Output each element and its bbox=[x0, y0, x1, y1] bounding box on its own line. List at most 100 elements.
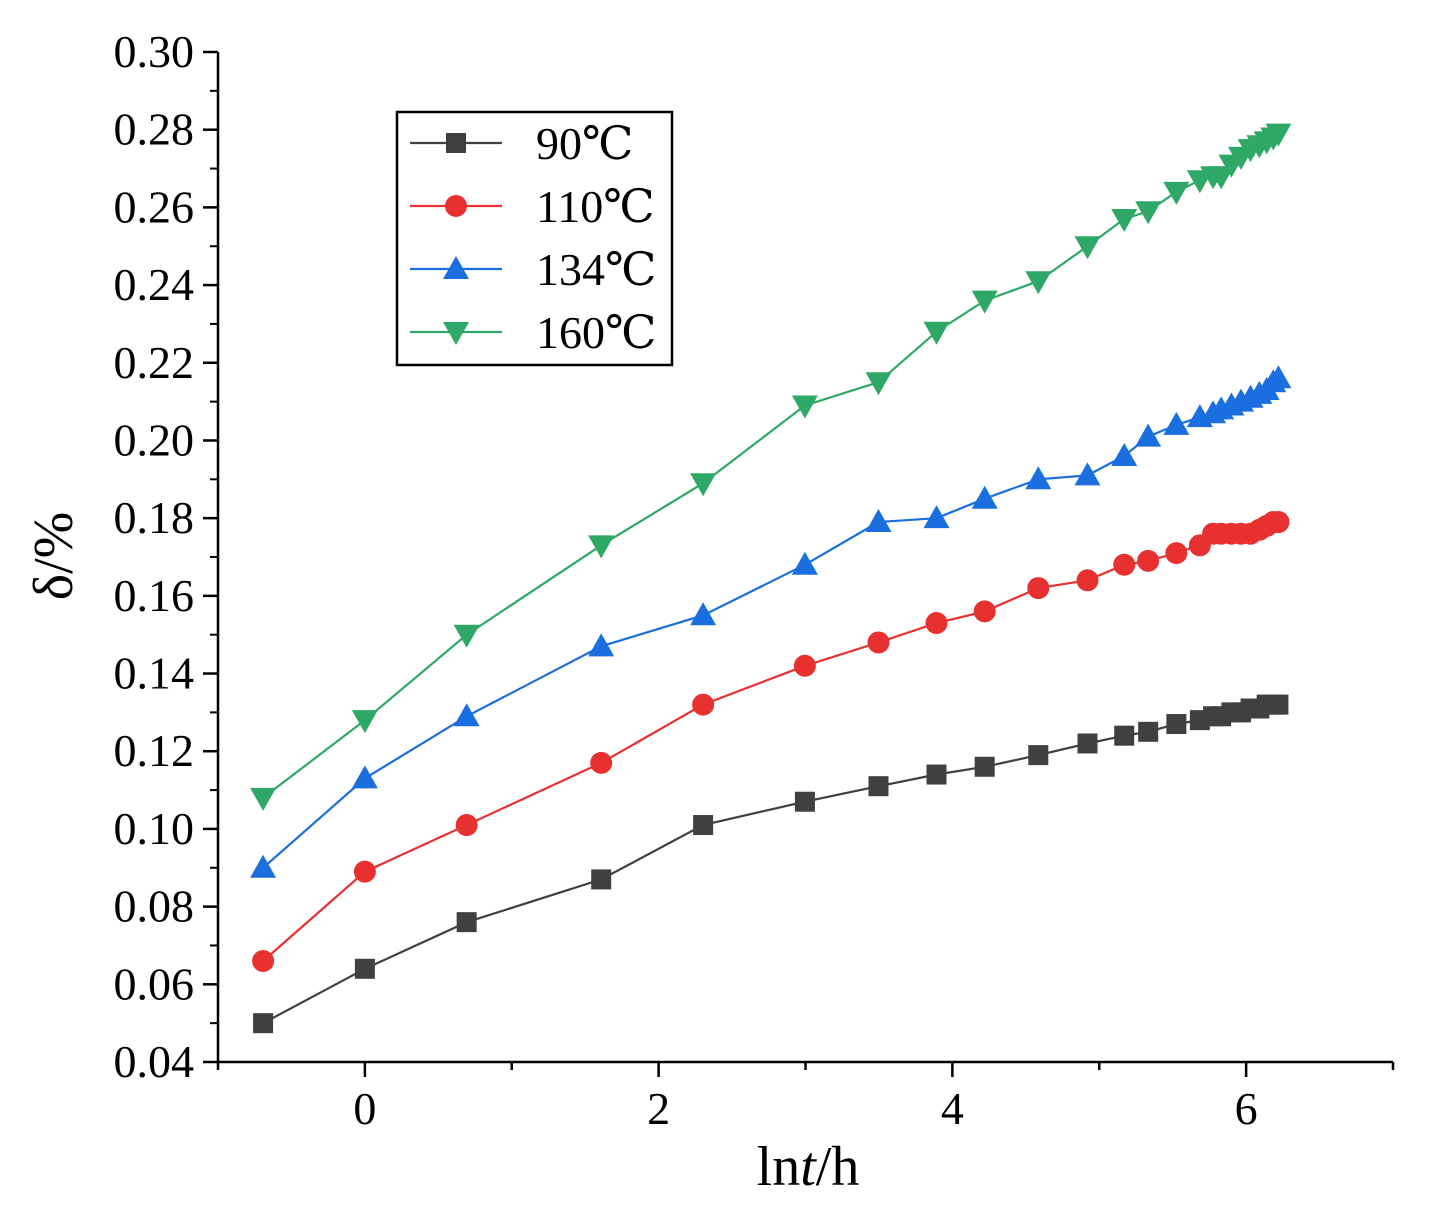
data-point bbox=[791, 395, 818, 419]
data-point bbox=[1025, 271, 1052, 295]
y-tick-label: 0.14 bbox=[114, 648, 195, 699]
data-point bbox=[455, 814, 478, 837]
data-point bbox=[1135, 201, 1162, 225]
y-tick-label: 0.16 bbox=[114, 570, 195, 621]
series-3 bbox=[250, 123, 1292, 811]
data-point bbox=[865, 372, 892, 396]
y-tick-label: 0.06 bbox=[114, 958, 195, 1009]
x-tick-label: 4 bbox=[941, 1083, 964, 1134]
data-point bbox=[453, 624, 480, 648]
x-tick-label: 0 bbox=[353, 1083, 376, 1134]
data-point bbox=[354, 958, 375, 979]
data-point bbox=[252, 950, 275, 972]
plot-area bbox=[250, 123, 1292, 1034]
data-point bbox=[926, 764, 947, 785]
legend-label: 90℃ bbox=[536, 118, 633, 169]
legend-entry-2: 134℃ bbox=[410, 244, 656, 295]
y-tick-label: 0.20 bbox=[114, 414, 195, 465]
data-point bbox=[1268, 694, 1289, 715]
data-point bbox=[1113, 553, 1136, 576]
data-point bbox=[690, 602, 717, 626]
data-point bbox=[1265, 365, 1292, 389]
y-tick-label: 0.26 bbox=[114, 181, 195, 232]
legend-label: 160℃ bbox=[536, 307, 656, 358]
data-point bbox=[971, 290, 998, 314]
y-tick-label: 0.10 bbox=[114, 803, 195, 854]
y-tick-label: 0.30 bbox=[114, 26, 195, 77]
data-point bbox=[353, 860, 376, 883]
data-point bbox=[453, 703, 480, 727]
data-point bbox=[1265, 123, 1292, 147]
y-axis-title: δ/% bbox=[23, 512, 85, 601]
legend-box bbox=[395, 110, 674, 367]
data-point bbox=[1074, 462, 1101, 486]
data-point bbox=[693, 815, 714, 836]
data-point bbox=[973, 600, 996, 623]
data-point bbox=[794, 791, 815, 812]
data-point bbox=[923, 321, 950, 345]
data-point bbox=[1166, 714, 1187, 735]
data-point bbox=[971, 485, 998, 509]
data-point bbox=[1135, 423, 1162, 447]
data-point bbox=[925, 612, 948, 635]
data-point bbox=[1027, 577, 1050, 600]
legend-entry-0: 90℃ bbox=[410, 118, 633, 169]
y-tick-label: 0.28 bbox=[114, 104, 195, 155]
data-point bbox=[690, 473, 717, 497]
data-point bbox=[1077, 733, 1098, 754]
series-line bbox=[262, 703, 1279, 1025]
data-point bbox=[591, 869, 612, 890]
data-point bbox=[1138, 721, 1159, 742]
data-point bbox=[1267, 511, 1290, 534]
legend-marker bbox=[446, 133, 466, 153]
data-point bbox=[865, 509, 892, 533]
x-tick-label: 6 bbox=[1235, 1083, 1258, 1134]
data-point bbox=[351, 765, 378, 789]
data-point bbox=[867, 631, 890, 654]
data-point bbox=[1074, 236, 1101, 260]
legend-marker bbox=[443, 322, 469, 345]
data-point bbox=[250, 787, 277, 811]
data-point bbox=[456, 912, 477, 933]
data-point bbox=[1111, 209, 1138, 233]
data-point bbox=[868, 776, 889, 797]
data-point bbox=[793, 654, 816, 677]
data-point bbox=[1165, 542, 1188, 565]
legend-entry-3: 160℃ bbox=[410, 307, 656, 358]
x-tick-label: 2 bbox=[647, 1083, 670, 1134]
data-point bbox=[1137, 549, 1160, 572]
data-point bbox=[791, 551, 818, 575]
x-axis-title: lnt/h bbox=[757, 1136, 860, 1198]
y-tick-label: 0.24 bbox=[114, 259, 195, 310]
series-1 bbox=[252, 511, 1290, 972]
y-tick-label: 0.22 bbox=[114, 337, 195, 388]
data-point bbox=[1076, 569, 1099, 592]
y-tick-label: 0.18 bbox=[114, 492, 195, 543]
data-point bbox=[1114, 725, 1135, 746]
legend: 90℃ 110℃ 134℃ 160℃ bbox=[395, 110, 674, 367]
data-point bbox=[1208, 166, 1235, 190]
data-point bbox=[1111, 443, 1138, 466]
data-point bbox=[1163, 411, 1190, 435]
data-point bbox=[1025, 466, 1052, 490]
data-point bbox=[1028, 745, 1049, 766]
legend-marker bbox=[445, 195, 467, 217]
data-point bbox=[590, 751, 613, 774]
series-2 bbox=[250, 365, 1292, 878]
legend-entry-1: 110℃ bbox=[410, 181, 655, 232]
axes: 0.04 0.06 0.08 0.10 0.12 0.14 0.16 0.18 0.20 0.22… bbox=[114, 26, 1395, 1134]
legend-label: 110℃ bbox=[536, 181, 655, 232]
series-0 bbox=[253, 694, 1289, 1034]
y-tick-label: 0.04 bbox=[114, 1036, 195, 1087]
data-point bbox=[588, 535, 615, 559]
data-point bbox=[588, 633, 615, 657]
data-point bbox=[692, 693, 715, 716]
data-point bbox=[923, 505, 950, 529]
legend-label: 134℃ bbox=[536, 244, 656, 295]
legend-marker bbox=[443, 256, 469, 279]
data-point bbox=[351, 710, 378, 734]
y-tick-label: 0.08 bbox=[114, 881, 195, 932]
data-point bbox=[1163, 181, 1190, 205]
data-point bbox=[250, 854, 277, 878]
